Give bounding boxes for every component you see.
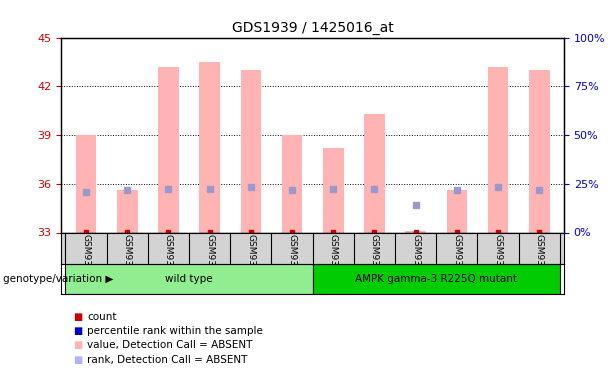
Text: GSM93234: GSM93234 (535, 234, 544, 283)
Text: count: count (87, 312, 116, 322)
Bar (76, 135, 96, 232)
Bar (240, 70, 261, 232)
Bar (282, 135, 302, 232)
Text: wild type: wild type (166, 274, 213, 284)
Text: GSM93237: GSM93237 (164, 234, 173, 283)
Text: value, Detection Call = ABSENT: value, Detection Call = ABSENT (87, 340, 253, 350)
Text: AMPK gamma-3 R225Q mutant: AMPK gamma-3 R225Q mutant (356, 274, 517, 284)
Bar (323, 148, 343, 232)
Text: GSM93229: GSM93229 (329, 234, 338, 283)
Text: GSM93232: GSM93232 (452, 234, 462, 283)
Text: percentile rank within the sample: percentile rank within the sample (87, 326, 263, 336)
Bar (446, 190, 467, 232)
Text: GSM93240: GSM93240 (287, 234, 297, 283)
Text: ■: ■ (74, 340, 83, 350)
Text: GSM93236: GSM93236 (123, 234, 132, 283)
Text: GSM93231: GSM93231 (411, 234, 420, 283)
Text: ■: ■ (74, 326, 83, 336)
Bar (313, 264, 560, 294)
Bar (199, 62, 220, 232)
Bar (158, 67, 179, 232)
Bar (529, 70, 549, 232)
Bar (364, 114, 385, 232)
Bar (66, 264, 313, 294)
Text: genotype/variation ▶: genotype/variation ▶ (3, 274, 113, 284)
Text: GSM93239: GSM93239 (246, 234, 256, 283)
Bar (405, 231, 426, 232)
Text: ■: ■ (74, 312, 83, 322)
Text: GSM93230: GSM93230 (370, 234, 379, 283)
Text: GSM93238: GSM93238 (205, 234, 214, 283)
Text: ■: ■ (74, 355, 83, 364)
Bar (117, 190, 137, 232)
Text: GSM93235: GSM93235 (82, 234, 91, 283)
Title: GDS1939 / 1425016_at: GDS1939 / 1425016_at (232, 21, 394, 35)
Text: GSM93233: GSM93233 (493, 234, 503, 283)
Text: rank, Detection Call = ABSENT: rank, Detection Call = ABSENT (87, 355, 248, 364)
Bar (488, 67, 508, 232)
